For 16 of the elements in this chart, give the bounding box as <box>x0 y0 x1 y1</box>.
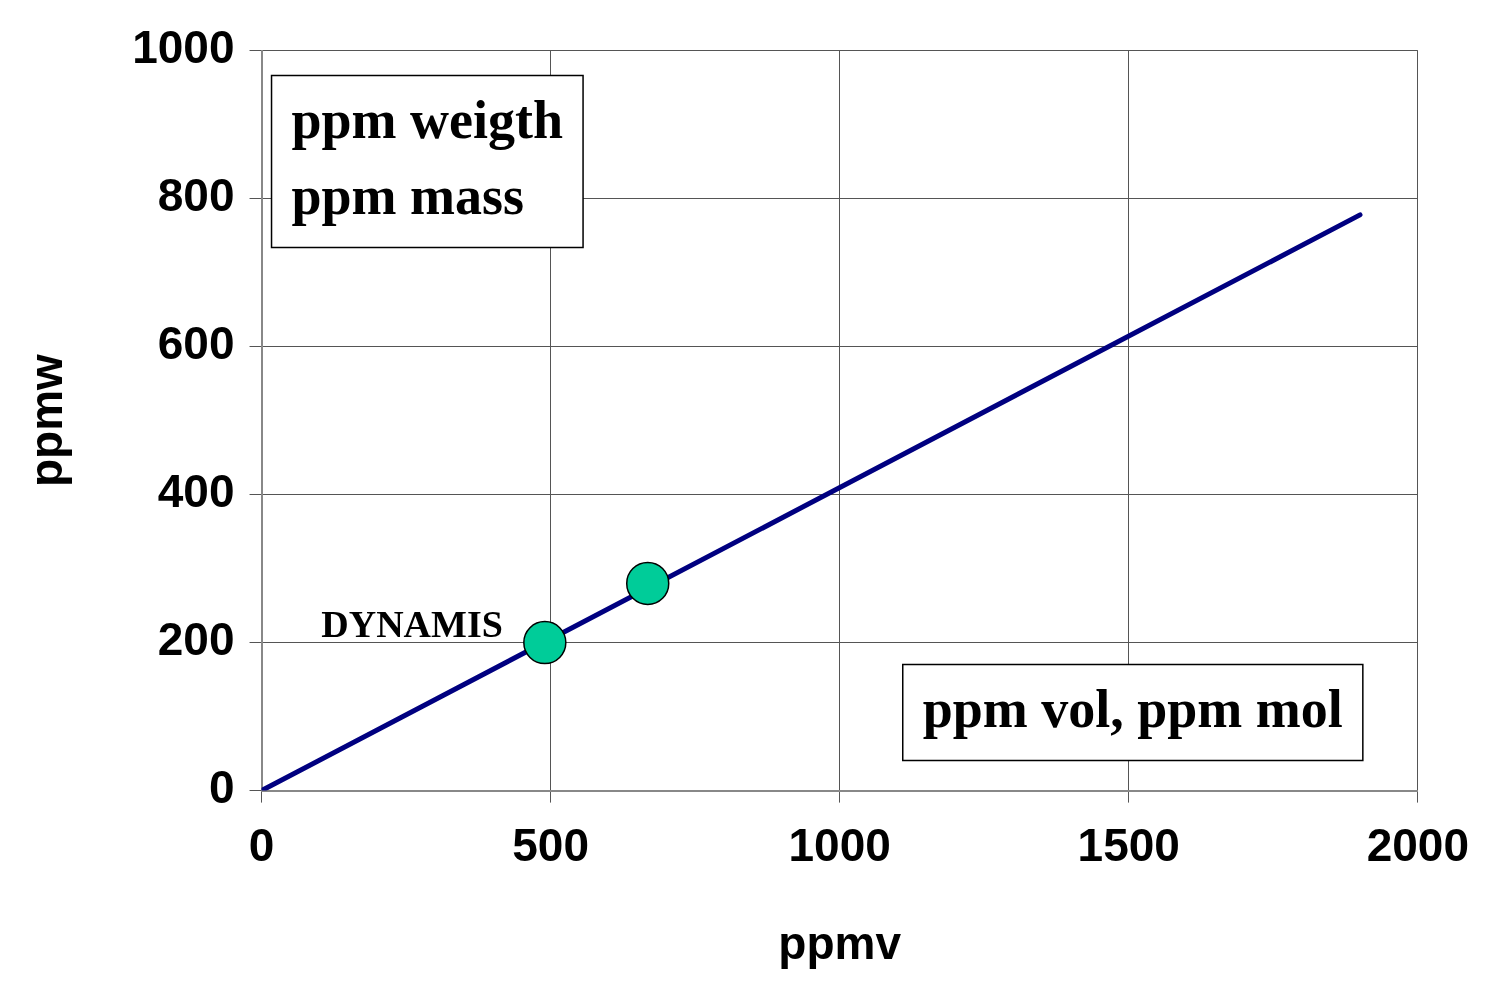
y-tick-label: 600 <box>157 317 235 370</box>
y-tick-label: 1000 <box>132 21 235 74</box>
annotation: ppm vol, ppm mol <box>922 678 1343 739</box>
annotation: ppm weigth ppm mass <box>291 89 564 226</box>
x-tick-label: 1000 <box>788 818 891 871</box>
x-axis-title: ppmv <box>778 917 902 970</box>
y-tick-label: 0 <box>208 761 235 814</box>
y-axis-title: ppmw <box>20 353 73 488</box>
x-tick-label: 1500 <box>1077 818 1180 871</box>
x-tick-label: 0 <box>248 818 275 871</box>
y-tick-label: 400 <box>157 465 235 518</box>
y-tick-label: 200 <box>157 613 235 666</box>
x-tick-label: 2000 <box>1366 818 1470 871</box>
y-tick-label: 800 <box>157 169 235 222</box>
x-tick-label: 500 <box>512 818 589 871</box>
annotation: DYNAMIS <box>321 603 503 646</box>
